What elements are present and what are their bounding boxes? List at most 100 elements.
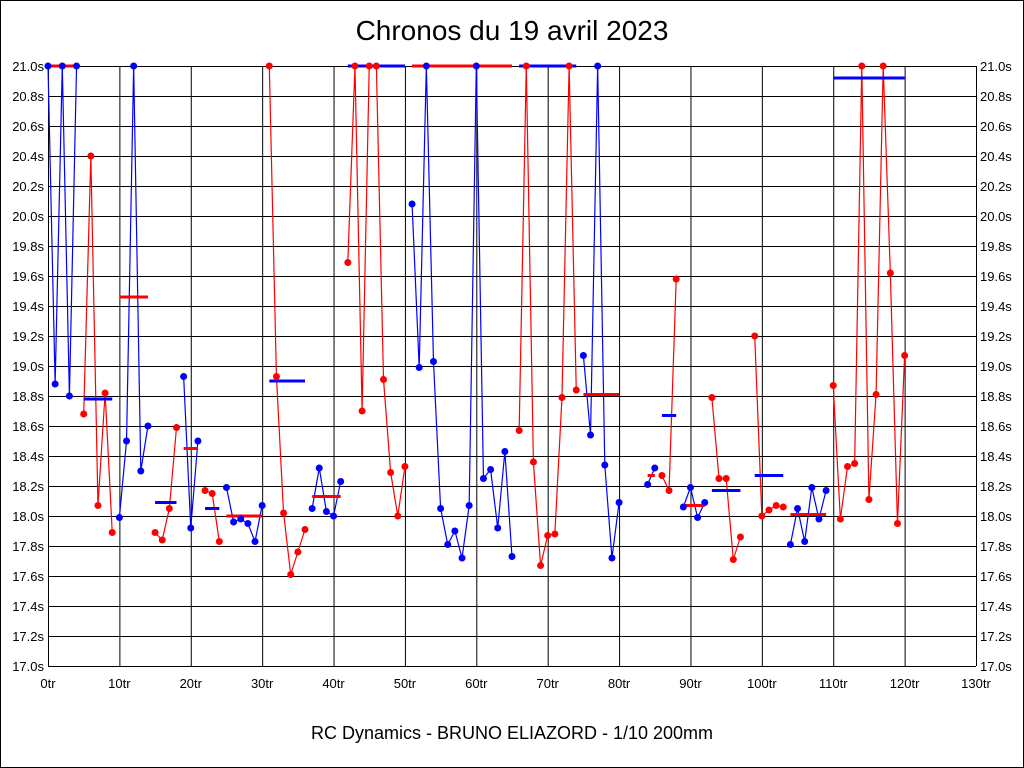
lap-point bbox=[893, 520, 901, 527]
lap-point bbox=[365, 62, 373, 70]
lap-point bbox=[51, 380, 59, 388]
lap-point bbox=[858, 62, 866, 70]
x-tick-label: 0tr bbox=[40, 676, 56, 691]
lap-point bbox=[551, 530, 559, 538]
lap-point bbox=[822, 487, 830, 494]
y-tick-label-left: 20.4s bbox=[12, 149, 44, 164]
y-tick-label-left: 17.2s bbox=[12, 629, 44, 644]
y-tick-label-left: 17.6s bbox=[12, 569, 44, 584]
lap-point bbox=[651, 464, 659, 472]
lap-point bbox=[672, 275, 680, 283]
x-tick-label: 30tr bbox=[251, 676, 274, 691]
lap-point bbox=[594, 62, 602, 70]
lap-point bbox=[844, 463, 852, 470]
y-tick-label-right: 17.2s bbox=[980, 629, 1012, 644]
y-tick-label-left: 18.6s bbox=[12, 419, 44, 434]
lap-point bbox=[437, 505, 445, 512]
lap-point bbox=[137, 467, 145, 475]
lap-point bbox=[201, 487, 209, 494]
lap-point bbox=[694, 514, 702, 521]
x-tick-label: 90tr bbox=[679, 676, 702, 691]
lap-point bbox=[130, 62, 138, 70]
stint-line bbox=[661, 278, 677, 491]
lap-point bbox=[715, 475, 723, 482]
stint-line bbox=[682, 485, 706, 520]
lap-point bbox=[451, 527, 459, 535]
lap-point bbox=[301, 526, 309, 533]
lap-point bbox=[765, 506, 773, 514]
lap-point bbox=[408, 200, 416, 208]
y-tick-label-right: 20.0s bbox=[980, 209, 1012, 224]
lap-point bbox=[736, 533, 744, 541]
lap-point bbox=[729, 556, 737, 563]
x-tick-label: 130tr bbox=[961, 676, 991, 691]
stint-line bbox=[47, 65, 78, 397]
lap-point bbox=[522, 62, 530, 70]
x-tick-label: 10tr bbox=[108, 676, 131, 691]
y-tick-label-left: 18.0s bbox=[12, 509, 44, 524]
lap-point bbox=[601, 461, 609, 469]
lap-point bbox=[308, 505, 316, 512]
lap-point bbox=[565, 62, 573, 70]
lap-point bbox=[108, 529, 116, 536]
lap-point bbox=[251, 538, 259, 545]
y-tick-label-left: 21.0s bbox=[12, 59, 44, 74]
lap-point bbox=[44, 62, 52, 70]
lap-point bbox=[829, 382, 837, 389]
lap-point bbox=[422, 62, 430, 70]
y-tick-label-left: 19.0s bbox=[12, 359, 44, 374]
lap-point bbox=[237, 515, 245, 523]
y-tick-label-right: 20.2s bbox=[980, 179, 1012, 194]
y-tick-label-left: 18.4s bbox=[12, 449, 44, 464]
lap-point bbox=[94, 502, 102, 509]
lap-point bbox=[558, 394, 566, 401]
y-tick-label-right: 18.0s bbox=[980, 509, 1012, 524]
lap-point bbox=[294, 548, 302, 556]
lap-point bbox=[529, 458, 537, 466]
lap-point bbox=[879, 62, 887, 70]
y-tick-label-left: 17.0s bbox=[12, 659, 44, 674]
stint-line bbox=[118, 65, 149, 518]
y-tick-label-left: 17.8s bbox=[12, 539, 44, 554]
x-tick-label: 40tr bbox=[322, 676, 345, 691]
lap-point bbox=[337, 478, 345, 485]
y-tick-label-right: 18.8s bbox=[980, 389, 1012, 404]
x-tick-label: 20tr bbox=[180, 676, 203, 691]
lap-point bbox=[472, 62, 480, 70]
lap-point bbox=[772, 502, 780, 509]
stint-line bbox=[411, 65, 513, 559]
lap-point bbox=[280, 509, 288, 517]
lap-point bbox=[158, 536, 166, 544]
lap-point bbox=[322, 508, 330, 515]
lap-point bbox=[315, 464, 323, 472]
lap-point bbox=[101, 389, 109, 397]
y-tick-label-left: 19.2s bbox=[12, 329, 44, 344]
lap-point bbox=[587, 431, 595, 439]
y-tick-label-right: 18.4s bbox=[980, 449, 1012, 464]
y-tick-label-left: 18.8s bbox=[12, 389, 44, 404]
lap-point bbox=[415, 364, 423, 371]
lap-point bbox=[58, 62, 66, 70]
lap-point bbox=[165, 505, 173, 512]
y-tick-label-right: 18.6s bbox=[980, 419, 1012, 434]
lap-point bbox=[80, 410, 88, 418]
lap-point bbox=[123, 437, 131, 445]
lap-point bbox=[479, 475, 487, 482]
lap-point bbox=[330, 512, 338, 520]
lap-point bbox=[429, 358, 437, 365]
y-tick-label-left: 19.6s bbox=[12, 269, 44, 284]
stint-line bbox=[832, 65, 906, 524]
x-tick-label: 60tr bbox=[465, 676, 488, 691]
lap-point bbox=[537, 562, 545, 569]
lap-point bbox=[851, 460, 859, 467]
stint-line bbox=[268, 65, 306, 575]
lap-point bbox=[494, 524, 502, 532]
lap-point bbox=[394, 512, 402, 520]
y-tick-label-left: 20.0s bbox=[12, 209, 44, 224]
lap-point bbox=[665, 487, 673, 494]
lap-point bbox=[865, 496, 873, 503]
lap-point bbox=[401, 463, 409, 470]
lap-point bbox=[786, 541, 794, 548]
lap-point bbox=[751, 332, 759, 340]
